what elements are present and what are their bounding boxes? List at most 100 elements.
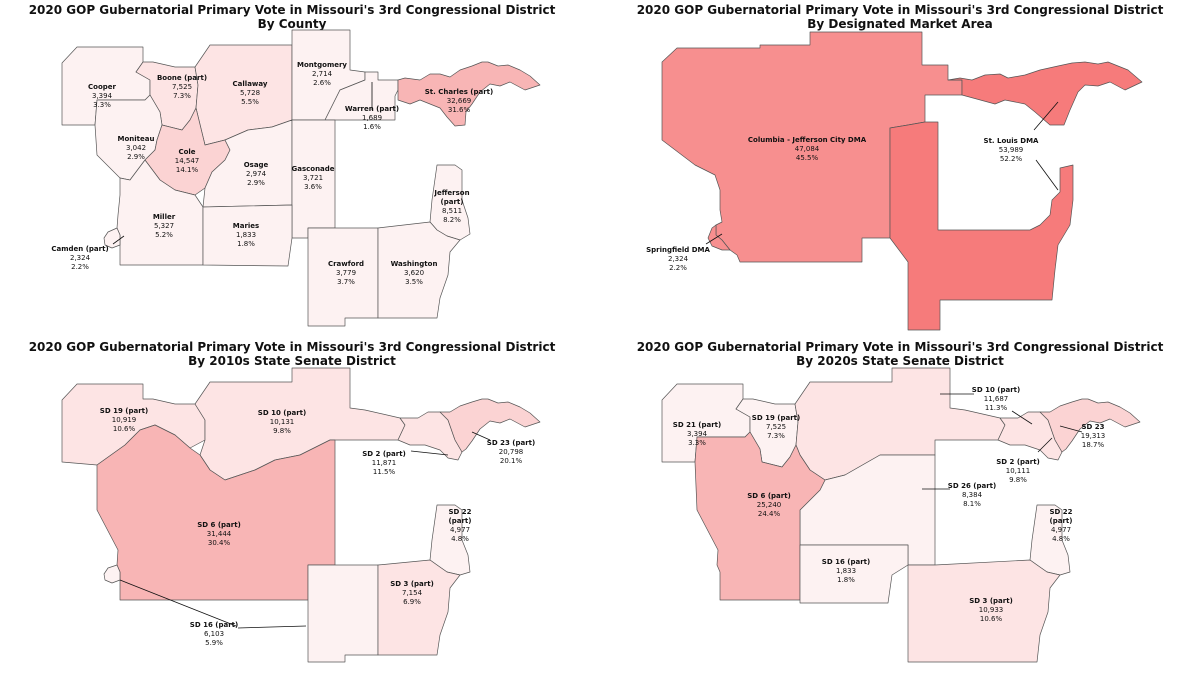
region-label-name: SD 23 [1081,423,1104,431]
region-label-pct: 1.8% [237,240,255,248]
region-label-votes: 19,313 [1081,432,1106,440]
region-label: SD 2 (part) 10,111 9.8% [996,458,1040,484]
region-label-votes: 5,327 [154,222,174,230]
region-label-pct: 9.8% [273,427,291,435]
region-maries [202,204,293,267]
leader-line [1011,410,1033,425]
region-label-name: Gasconade [291,165,334,173]
region-label-pct: 45.5% [796,154,819,162]
region-label: SD 22 (part) 4,977 4.8% [448,508,471,543]
region-label-pct: 2.9% [127,153,145,161]
region-label-pct: 24.4% [758,510,781,518]
region-label-votes: 25,240 [757,501,782,509]
region-label-votes: 2,324 [668,255,689,263]
region-label-pct: 2.2% [669,264,687,272]
region-label-pct: 1.8% [837,576,855,584]
region-label-votes: 8,511 [442,207,462,215]
region-label: SD 3 (part) 10,933 10.6% [969,597,1013,623]
region-st-louis-dma [947,61,1143,126]
region-label-votes: 2,324 [70,254,91,262]
region-sd23 [1039,398,1141,453]
region-label-votes: 1,833 [236,231,256,239]
region-label-pct: 2.9% [247,179,265,187]
region-label-votes: 3,721 [303,174,323,182]
county-map-panel: 2020 GOP Gubernatorial Primary Vote in M… [29,3,556,327]
region-label-votes: 20,798 [499,448,524,456]
region-label-pct: 10.6% [113,425,136,433]
region-label-name: SD 22 [1049,508,1072,516]
region-label-pct: 3.3% [688,439,706,447]
region-label-pct: 7.3% [173,92,191,100]
region-sd22 [1029,504,1071,576]
region-label-name: SD 10 (part) [258,409,306,417]
region-label-votes: 11,687 [984,395,1009,403]
region-label-name: Boone (part) [157,74,207,82]
leader-line [237,625,307,629]
region-label: SD 3 (part) 7,154 6.9% [390,580,434,606]
region-label-name: SD 3 (part) [969,597,1013,605]
leader-line [705,233,723,245]
region-sd3 [377,559,461,656]
region-label-pct: 2.2% [71,263,89,271]
region-label: SD 21 (part) 3,394 3.3% [673,421,721,447]
leader-line [119,579,237,627]
region-label-pct: 3.5% [405,278,423,286]
region-label-votes: 7,154 [402,589,423,597]
region-label-pct: 5.2% [155,231,173,239]
region-label: SD 23 19,313 18.7% [1081,423,1106,449]
region-label-votes: 5,728 [240,89,260,97]
region-sd2 [397,411,463,461]
region-label-name: SD 26 (part) [948,482,996,490]
region-label-votes: 14,547 [175,157,200,165]
region-sd3 [907,559,1061,663]
region-sd16-west [103,564,121,584]
region-label-name: Osage [244,161,269,169]
region-label: Boone (part) 7,525 7.3% [157,74,207,100]
region-label-name: Cooper [88,83,117,91]
region-label-name: SD 6 (part) [747,492,791,500]
leader-line [1037,437,1053,453]
region-label-pct: 52.2% [1000,155,1023,163]
region-label-name: Montgomery [297,61,347,69]
region-label-name: Springfield DMA [646,246,710,254]
region-label: Springfield DMA 2,324 2.2% [646,246,710,272]
region-label: Washington 3,620 3.5% [391,260,438,286]
region-label-name: Crawford [328,260,364,268]
region-label: Moniteau 3,042 2.9% [118,135,155,161]
region-label-pct: 14.1% [176,166,199,174]
senate-2010s-map-panel: 2020 GOP Gubernatorial Primary Vote in M… [29,340,556,663]
region-label-votes: 10,919 [112,416,137,424]
region-label-name: SD 6 (part) [197,521,241,529]
region-label-name: SD 21 (part) [673,421,721,429]
region-label-name: Camden (part) [51,245,108,253]
region-label-pct: 11.5% [373,468,396,476]
region-label: Cooper 3,394 3.3% [88,83,117,109]
region-label-pct: 8.1% [963,500,981,508]
leader-line [471,431,491,441]
region-label-name-line2: (part) [1050,517,1073,525]
region-label-pct: 3.6% [304,183,322,191]
region-label-name: Maries [233,222,259,230]
region-sd23 [439,398,541,453]
map-title-line1: 2020 GOP Gubernatorial Primary Vote in M… [29,340,556,354]
region-label-name-line2: (part) [441,198,464,206]
region-label-votes: 3,394 [687,430,708,438]
region-st-charles [397,61,541,127]
dma-map-panel: 2020 GOP Gubernatorial Primary Vote in M… [637,3,1164,331]
region-label-pct: 1.6% [363,123,381,131]
region-warren [324,71,399,121]
region-label-votes: 3,620 [404,269,424,277]
leader-line [1035,159,1059,191]
region-label-name: Warren (part) [345,105,399,113]
region-label: SD 16 (part) 1,833 1.8% [822,558,870,584]
region-label-votes: 10,933 [979,606,1004,614]
region-label: Columbia - Jefferson City DMA 47,084 45.… [748,136,867,162]
map-title-line2: By 2020s State Senate District [796,354,1004,368]
region-label: SD 19 (part) 7,525 7.3% [752,414,800,440]
region-label-name: Columbia - Jefferson City DMA [748,136,867,144]
region-label-name: SD 2 (part) [362,450,406,458]
region-label: Camden (part) 2,324 2.2% [51,245,108,271]
region-label-pct: 8.2% [443,216,461,224]
region-label-name: Moniteau [118,135,155,143]
region-label-votes: 11,871 [372,459,397,467]
